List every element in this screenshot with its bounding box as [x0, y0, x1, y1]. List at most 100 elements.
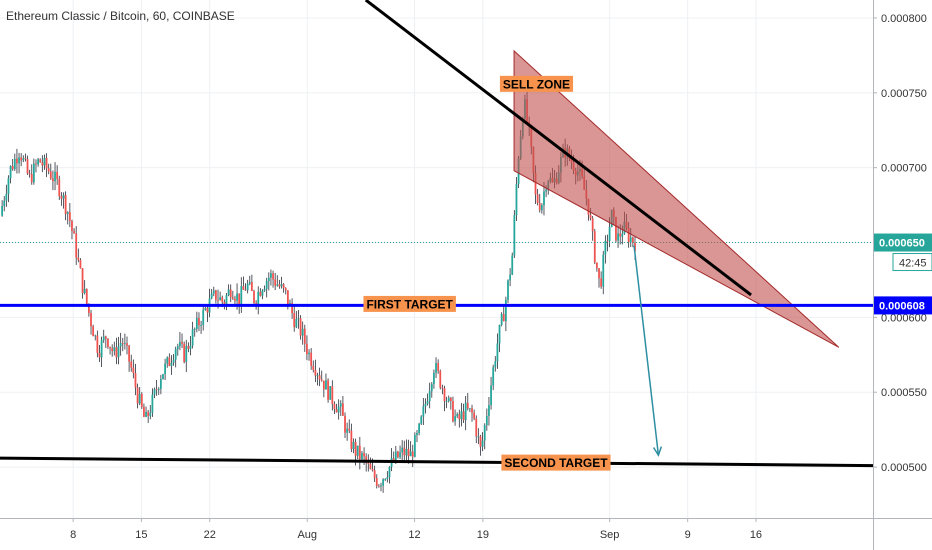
first-target-price-tag: 0.000608 — [874, 296, 932, 315]
candle — [462, 403, 465, 423]
candle — [259, 288, 262, 297]
candle — [193, 327, 196, 337]
drawings-layer[interactable]: SELL ZONE FIRST TARGET SECOND TARGET — [0, 0, 874, 471]
candle — [540, 203, 543, 214]
candle — [98, 345, 101, 363]
candle — [473, 409, 476, 421]
candle — [509, 268, 512, 287]
candle — [276, 275, 279, 287]
y-tick-label: 0.000550 — [881, 387, 927, 399]
candle — [352, 438, 355, 454]
candle — [316, 372, 319, 386]
candle — [631, 236, 634, 248]
y-tick-label: 0.000700 — [881, 163, 927, 175]
candle — [329, 385, 332, 400]
candle — [399, 445, 401, 460]
candle — [37, 157, 39, 167]
candle — [107, 338, 109, 349]
candle — [49, 163, 52, 180]
candle — [47, 163, 50, 175]
candle — [420, 415, 423, 426]
candle — [248, 275, 251, 286]
candle — [200, 320, 202, 334]
candle — [295, 310, 298, 329]
candle — [16, 148, 18, 174]
candle — [18, 152, 20, 174]
candle — [111, 344, 114, 357]
candle — [79, 258, 82, 269]
candle — [234, 295, 236, 306]
candle — [198, 312, 200, 332]
candle — [475, 415, 478, 444]
svg-text:SELL ZONE: SELL ZONE — [503, 77, 570, 91]
resistance-trendline[interactable] — [364, 0, 752, 297]
candle — [64, 191, 67, 221]
y-tick-label: 0.000750 — [881, 88, 927, 100]
annotation-second-target[interactable]: SECOND TARGET — [501, 454, 611, 471]
candle — [606, 234, 609, 252]
candle — [123, 333, 126, 350]
candle — [242, 276, 245, 290]
candle — [187, 342, 190, 353]
candle — [464, 396, 467, 431]
x-tick-label: 15 — [135, 529, 147, 541]
x-tick-label: 16 — [750, 529, 762, 541]
candle — [449, 396, 452, 410]
candle — [386, 471, 389, 483]
candle — [468, 408, 471, 413]
candle — [460, 403, 463, 427]
candle — [492, 364, 495, 391]
candle — [270, 269, 272, 286]
candle — [426, 393, 429, 406]
candle — [477, 428, 480, 445]
candle — [490, 376, 492, 410]
candle — [500, 312, 503, 327]
sell-zone-triangle[interactable] — [513, 49, 840, 348]
time-axis[interactable]: 8 15 22 Aug 12 19 Sep 9 16 — [0, 518, 932, 550]
candle — [246, 279, 249, 294]
candle — [299, 315, 302, 340]
candle — [240, 277, 243, 313]
candle — [219, 291, 222, 301]
candle — [30, 164, 33, 185]
candle — [73, 228, 75, 234]
candle — [322, 380, 325, 398]
candle — [452, 396, 454, 423]
x-tick-label: 9 — [685, 529, 691, 541]
candle — [26, 155, 29, 176]
candle — [227, 284, 230, 297]
candle — [591, 215, 594, 241]
candle — [151, 388, 154, 417]
candle — [348, 419, 351, 434]
candle — [181, 333, 183, 349]
candle — [430, 382, 433, 398]
plot-area[interactable] — [1, 91, 636, 493]
candle — [83, 280, 86, 295]
svg-text:0.000608: 0.000608 — [879, 300, 925, 312]
candle — [109, 346, 111, 355]
candle — [413, 432, 416, 458]
candle — [498, 324, 501, 353]
candle — [71, 219, 73, 240]
second-target-line[interactable] — [0, 456, 874, 468]
candle — [267, 272, 270, 291]
candle — [153, 387, 156, 399]
candle — [595, 262, 598, 272]
candle — [56, 165, 59, 185]
projection-arrow[interactable] — [633, 245, 663, 457]
candle — [166, 356, 169, 368]
candle — [291, 298, 293, 319]
annotation-first-target[interactable]: FIRST TARGET — [363, 295, 456, 312]
candle — [22, 155, 25, 163]
candle — [384, 478, 387, 481]
price-axis[interactable]: 0.000500 0.000550 0.000600 0.000650 0.000700… — [873, 0, 932, 550]
annotation-sell-zone[interactable]: SELL ZONE — [499, 75, 574, 92]
candle — [411, 444, 414, 467]
candle — [231, 290, 234, 300]
candle — [380, 482, 382, 492]
candle — [225, 292, 228, 311]
candle — [456, 412, 459, 419]
candle — [483, 423, 486, 450]
candle — [443, 385, 446, 412]
